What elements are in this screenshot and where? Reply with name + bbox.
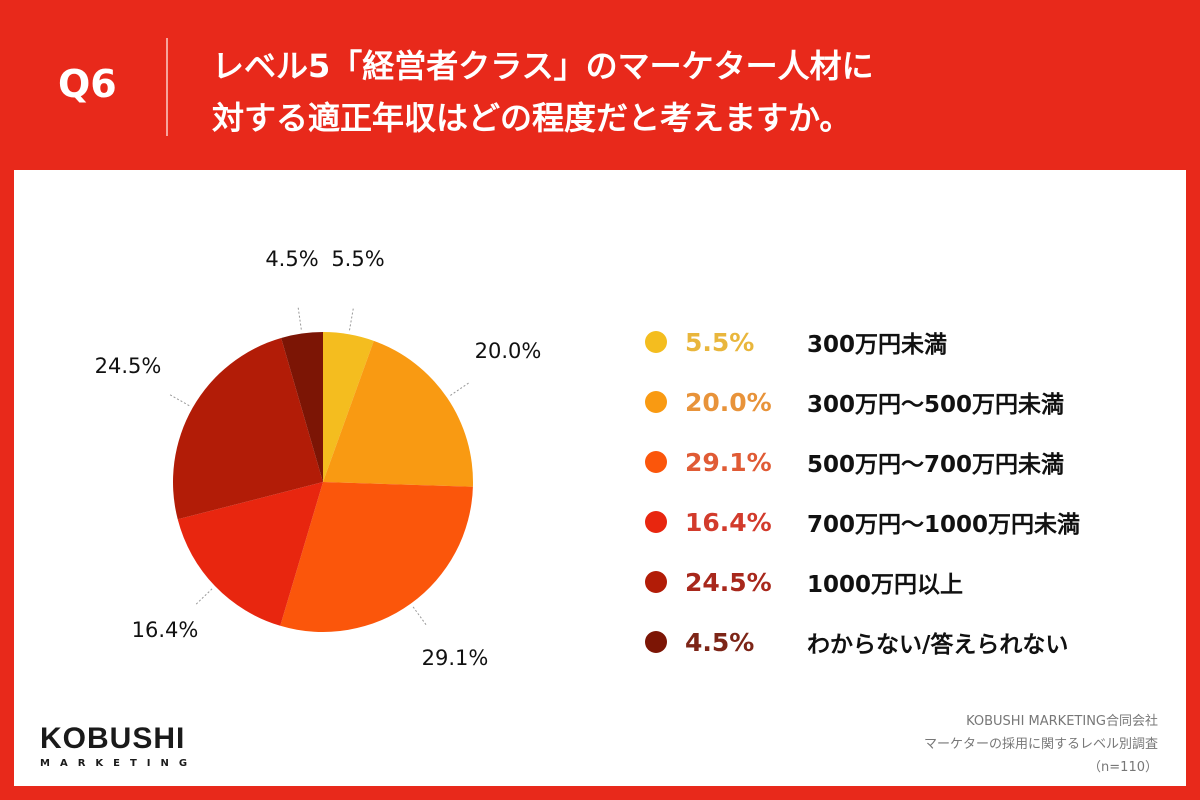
leader-line bbox=[412, 606, 428, 627]
legend-label: わからない/答えられない bbox=[807, 632, 1069, 658]
pie-slice bbox=[281, 332, 323, 482]
source-note: KOBUSHI MARKETING合同会社 マーケターの採用に関するレベル別調査… bbox=[924, 710, 1158, 779]
legend-dot bbox=[645, 571, 667, 593]
data-label: 16.4% bbox=[132, 618, 199, 642]
legend-percent: 5.5% bbox=[685, 327, 755, 357]
legend-item: 4.5% わからない/答えられない bbox=[645, 612, 1080, 672]
page-title: レベル5「経営者クラス」のマーケター人材に 対する適正年収はどの程度だと考えます… bbox=[212, 40, 874, 144]
data-label: 4.5% bbox=[265, 247, 318, 271]
source-sample: （n=110） bbox=[1088, 760, 1158, 775]
pie-slice bbox=[177, 482, 323, 626]
leader-line bbox=[168, 393, 190, 407]
question-number: Q6 bbox=[58, 62, 117, 106]
pie-slice bbox=[323, 340, 473, 487]
divider bbox=[166, 38, 168, 136]
legend-percent: 24.5% bbox=[685, 567, 772, 597]
legend-percent: 16.4% bbox=[685, 507, 772, 537]
leader-line bbox=[450, 381, 471, 396]
legend-dot bbox=[645, 631, 667, 653]
source-survey: マーケターの採用に関するレベル別調査 bbox=[923, 737, 1158, 752]
data-label: 20.0% bbox=[475, 339, 542, 363]
legend-item: 24.5% 1000万円以上 bbox=[645, 552, 1080, 612]
source-company: KOBUSHI MARKETING合同会社 bbox=[966, 714, 1158, 729]
data-label: 29.1% bbox=[422, 646, 489, 670]
leader-line bbox=[194, 588, 213, 606]
title-line-1: レベル5「経営者クラス」のマーケター人材に bbox=[212, 47, 874, 85]
legend-dot bbox=[645, 451, 667, 473]
legend-label: 300万円未満 bbox=[807, 332, 948, 358]
title-line-2: 対する適正年収はどの程度だと考えますか。 bbox=[212, 99, 852, 137]
legend: 5.5% 300万円未満 20.0% 300万円～500万円未満 29.1% 500万円～… bbox=[645, 312, 1080, 672]
data-label: 24.5% bbox=[95, 354, 162, 378]
leader-line bbox=[348, 306, 355, 331]
pie-slice bbox=[323, 332, 374, 482]
legend-label: 700万円～1000万円未満 bbox=[807, 512, 1081, 538]
legend-label: 1000万円以上 bbox=[807, 572, 964, 598]
legend-item: 20.0% 300万円～500万円未満 bbox=[645, 372, 1080, 432]
legend-dot bbox=[645, 391, 667, 413]
legend-item: 16.4% 700万円～1000万円未満 bbox=[645, 492, 1080, 552]
legend-dot bbox=[645, 511, 667, 533]
legend-percent: 4.5% bbox=[685, 627, 755, 657]
legend-label: 500万円～700万円未満 bbox=[807, 452, 1065, 478]
pie-slice bbox=[280, 482, 473, 633]
logo-name: KOBUSHI bbox=[40, 722, 186, 755]
logo-sub: MARKETING bbox=[40, 758, 198, 769]
legend-item: 29.1% 500万円～700万円未満 bbox=[645, 432, 1080, 492]
legend-percent: 20.0% bbox=[685, 387, 772, 417]
pie-slice bbox=[172, 337, 323, 520]
data-label: 5.5% bbox=[331, 247, 384, 271]
legend-dot bbox=[645, 331, 667, 353]
logo: KOBUSHI MARKETING bbox=[40, 722, 197, 769]
legend-item: 5.5% 300万円未満 bbox=[645, 312, 1080, 372]
legend-label: 300万円～500万円未満 bbox=[807, 392, 1065, 418]
legend-percent: 29.1% bbox=[685, 447, 772, 477]
leader-line bbox=[297, 305, 302, 330]
